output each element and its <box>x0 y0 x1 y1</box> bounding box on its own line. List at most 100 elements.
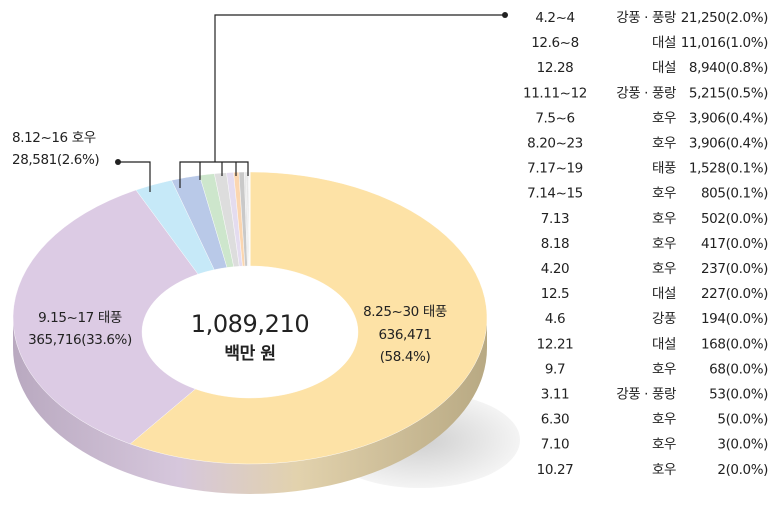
value-label: 168 <box>701 336 726 352</box>
list-kind: 대설 <box>652 60 676 76</box>
percent-label: (2.0%) <box>726 10 769 26</box>
list-date: 10.27 <box>537 462 574 478</box>
list-date: 6.30 <box>541 412 569 428</box>
value-label: 3 <box>717 437 725 453</box>
percent-label: (0.0%) <box>726 361 769 377</box>
percent-label: (0.0%) <box>726 437 769 453</box>
list-date: 4.2~4 <box>535 10 574 26</box>
value-label: 194 <box>701 311 726 327</box>
percent-label: (2.6%) <box>57 152 100 168</box>
list-kind: 강풍 · 풍랑 <box>616 10 676 26</box>
value-label: 8,940 <box>689 60 726 76</box>
list-kind: 호우 <box>652 211 676 227</box>
value-label: 3,906 <box>689 136 726 152</box>
percent-label: (33.6%) <box>81 332 132 348</box>
percent-label: (0.0%) <box>726 311 769 327</box>
list-date: 7.14~15 <box>527 186 583 202</box>
pie-slice <box>129 171 488 465</box>
list-date: 7.10 <box>541 437 569 453</box>
list-date: 12.6~8 <box>531 35 579 51</box>
list-value: 3(0.0%) <box>717 437 768 453</box>
list-kind: 강풍 <box>652 311 676 327</box>
list-kind: 호우 <box>652 261 676 277</box>
leader-lines <box>118 14 505 192</box>
list-value: 805(0.1%) <box>701 186 768 202</box>
list-kind: 호우 <box>652 437 676 453</box>
leader-dot <box>502 12 508 18</box>
list-value: 227(0.0%) <box>701 286 768 302</box>
slice-percent: (58.4%) <box>380 349 431 365</box>
percent-label: (0.0%) <box>726 211 769 227</box>
percent-label: (0.0%) <box>726 412 769 428</box>
list-date: 12.28 <box>537 60 574 76</box>
list-date: 7.17~19 <box>527 161 583 177</box>
value-label: 1,528 <box>689 161 726 177</box>
list-kind: 호우 <box>652 236 676 252</box>
percent-label: (0.0%) <box>726 261 769 277</box>
list-value: 3,906(0.4%) <box>689 110 768 126</box>
value-label: 5 <box>717 412 725 428</box>
value-label: 805 <box>701 186 726 202</box>
percent-label: (0.0%) <box>726 286 769 302</box>
percent-label: (0.4%) <box>726 136 769 152</box>
list-value: 1,528(0.1%) <box>689 161 768 177</box>
value-label: 502 <box>701 211 726 227</box>
list-kind: 호우 <box>652 462 676 478</box>
list-kind: 호우 <box>652 136 676 152</box>
slice-date: 9.15~17 <box>38 310 94 326</box>
value-label: 2 <box>717 462 725 478</box>
list-value: 237(0.0%) <box>701 261 768 277</box>
list-value: 168(0.0%) <box>701 336 768 352</box>
list-kind: 호우 <box>652 186 676 202</box>
percent-label: (0.0%) <box>726 336 769 352</box>
list-kind: 대설 <box>652 35 676 51</box>
percent-label: (0.0%) <box>726 462 769 478</box>
value-label: 28,581 <box>12 152 57 168</box>
percent-label: (0.0%) <box>726 387 769 403</box>
value-label: 237 <box>701 261 726 277</box>
list-date: 8.20~23 <box>527 136 583 152</box>
percent-label: (0.4%) <box>726 110 769 126</box>
list-value: 502(0.0%) <box>701 211 768 227</box>
slice-value: 28,581(2.6%) <box>12 152 99 168</box>
list-date: 7.13 <box>541 211 569 227</box>
percent-label: (0.8%) <box>726 60 769 76</box>
list-value: 5(0.0%) <box>717 412 768 428</box>
center-total: 1,089,210 <box>191 310 310 338</box>
center-unit: 백만 원 <box>224 344 275 364</box>
slice-kind: 호우 <box>72 130 96 146</box>
slice-label: 8.25~30 태풍 <box>363 304 447 320</box>
list-value: 21,250(2.0%) <box>681 10 768 26</box>
value-label: 53 <box>709 387 725 403</box>
list-date: 4.6 <box>545 311 565 327</box>
list-kind: 대설 <box>652 336 676 352</box>
value-label: 11,016 <box>681 35 726 51</box>
value-label: 227 <box>701 286 726 302</box>
pie <box>12 171 488 494</box>
slice-date: 8.12~16 <box>12 130 68 146</box>
percent-label: (0.0%) <box>726 236 769 252</box>
list-kind: 강풍 · 풍랑 <box>616 387 676 403</box>
slice-label: 8.12~16 호우 <box>12 130 96 146</box>
list-kind: 호우 <box>652 412 676 428</box>
list-value: 2(0.0%) <box>717 462 768 478</box>
pie-side <box>13 318 487 494</box>
list-value: 417(0.0%) <box>701 236 768 252</box>
list-date: 4.20 <box>541 261 569 277</box>
slice-label: 9.15~17 태풍 <box>38 310 122 326</box>
list-date: 12.21 <box>537 336 574 352</box>
value-label: 365,716 <box>28 332 81 348</box>
list-date: 11.11~12 <box>523 85 587 101</box>
value-label: 417 <box>701 236 726 252</box>
list-date: 3.11 <box>541 387 569 403</box>
leader-dot <box>115 159 121 165</box>
list-value: 11,016(1.0%) <box>681 35 768 51</box>
percent-label: (0.1%) <box>726 186 769 202</box>
list-value: 53(0.0%) <box>709 387 768 403</box>
list-kind: 강풍 · 풍랑 <box>616 85 676 101</box>
list-value: 8,940(0.8%) <box>689 60 768 76</box>
list-kind: 태풍 <box>652 161 676 177</box>
list-kind: 호우 <box>652 110 676 126</box>
